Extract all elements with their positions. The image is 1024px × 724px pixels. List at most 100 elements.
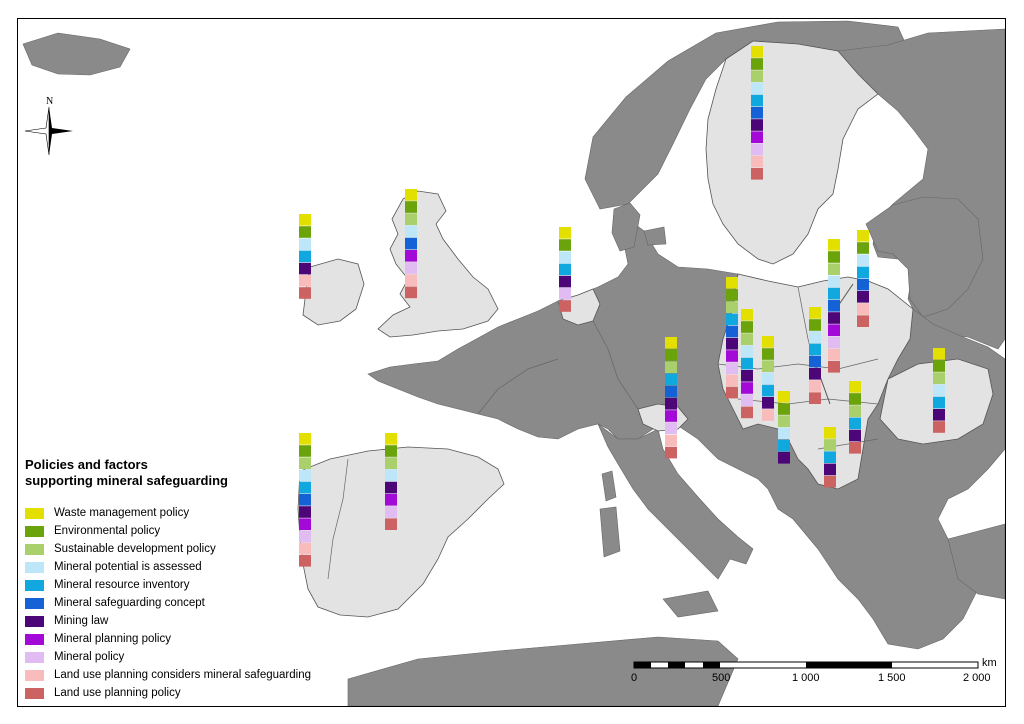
policy-block — [665, 446, 677, 459]
policy-block — [778, 391, 790, 403]
policy-block — [299, 542, 311, 555]
policy-block — [857, 266, 869, 279]
policy-stack — [405, 189, 417, 299]
policy-block — [857, 278, 869, 291]
policy-block — [299, 518, 311, 530]
policy-block — [741, 333, 753, 345]
policy-block — [559, 251, 571, 263]
policy-block — [665, 373, 677, 386]
policy-stack — [751, 46, 763, 180]
policy-stack — [809, 307, 821, 404]
legend-label: Waste management policy — [54, 507, 190, 519]
policy-block — [299, 469, 311, 482]
policy-block — [405, 213, 417, 225]
policy-block — [933, 384, 945, 397]
policy-stack — [762, 336, 774, 421]
policy-block — [559, 288, 571, 300]
legend-swatch — [25, 597, 44, 609]
policy-block — [828, 275, 840, 288]
policy-block — [559, 227, 571, 239]
policy-block — [778, 403, 790, 415]
legend-item: Land use planning considers mineral safe… — [25, 666, 311, 684]
policy-block — [385, 494, 397, 506]
policy-block — [299, 494, 311, 506]
policy-block — [849, 442, 861, 454]
policy-block — [828, 312, 840, 324]
legend-swatch — [25, 633, 44, 645]
policy-stack — [849, 381, 861, 454]
policy-block — [857, 254, 869, 266]
policy-block — [849, 429, 861, 442]
policy-block — [405, 286, 417, 299]
policy-block — [762, 336, 774, 348]
policy-block — [726, 374, 738, 387]
scale-tick-label: 0 — [631, 672, 638, 684]
legend-label: Land use planning policy — [54, 687, 181, 699]
policy-block — [665, 398, 677, 410]
policy-block — [828, 239, 840, 251]
policy-block — [741, 321, 753, 333]
policy-block — [559, 275, 571, 288]
policy-block — [665, 361, 677, 373]
policy-stack — [299, 214, 311, 299]
legend-swatch — [25, 579, 44, 591]
scale-tick-label: 2 000 — [963, 672, 991, 684]
legend-swatch — [25, 687, 44, 699]
legend-item: Mineral safeguarding concept — [25, 594, 311, 612]
legend-title-line1: Policies and factors — [25, 457, 148, 472]
policy-block — [385, 481, 397, 494]
turkey-landmass — [947, 523, 1005, 600]
ireland-island — [302, 258, 365, 326]
map-frame: N Policies and factors supporting minera… — [17, 18, 1006, 707]
policy-block — [299, 433, 311, 445]
policy-block — [762, 397, 774, 409]
policy-stack — [828, 239, 840, 373]
policy-block — [828, 287, 840, 300]
policy-block — [751, 70, 763, 82]
policy-block — [665, 422, 677, 434]
policy-block — [385, 469, 397, 482]
policy-block — [762, 409, 774, 421]
policy-block — [751, 94, 763, 107]
policy-block — [762, 384, 774, 397]
legend-item: Mineral resource inventory — [25, 576, 311, 594]
policy-block — [405, 225, 417, 238]
policy-block — [751, 143, 763, 156]
policy-block — [857, 291, 869, 303]
scale-bar-segment — [668, 662, 685, 668]
policy-block — [299, 214, 311, 226]
legend-item: Mineral planning policy — [25, 630, 311, 648]
policy-block — [933, 360, 945, 372]
policy-block — [857, 242, 869, 254]
policy-block — [751, 119, 763, 131]
policy-block — [741, 357, 753, 370]
legend-label: Mineral resource inventory — [54, 579, 190, 591]
policy-block — [849, 393, 861, 405]
legend-item: Environmental policy — [25, 522, 311, 540]
scale-tick-label: 1 500 — [878, 672, 906, 684]
legend-label: Sustainable development policy — [54, 543, 216, 555]
policy-block — [726, 277, 738, 289]
policy-block — [828, 336, 840, 349]
policy-block — [299, 555, 311, 567]
policy-block — [778, 415, 790, 427]
policy-block — [933, 348, 945, 360]
legend-swatch — [25, 651, 44, 663]
policy-block — [385, 518, 397, 530]
legend-label: Environmental policy — [54, 525, 161, 537]
policy-stack — [726, 277, 738, 399]
legend-label: Mineral potential is assessed — [54, 561, 202, 573]
policy-block — [809, 368, 821, 380]
policy-block — [824, 439, 836, 451]
legend-list: Waste management policy Environmental pol… — [25, 504, 311, 702]
policy-block — [299, 457, 311, 469]
policy-block — [299, 530, 311, 543]
policy-block — [751, 46, 763, 58]
legend-item: Land use planning policy — [25, 684, 311, 702]
sicily — [662, 590, 719, 618]
policy-block — [762, 348, 774, 360]
policy-block — [741, 382, 753, 394]
scale-tick-label: 1 000 — [792, 672, 820, 684]
policy-block — [665, 337, 677, 349]
policy-block — [778, 452, 790, 464]
